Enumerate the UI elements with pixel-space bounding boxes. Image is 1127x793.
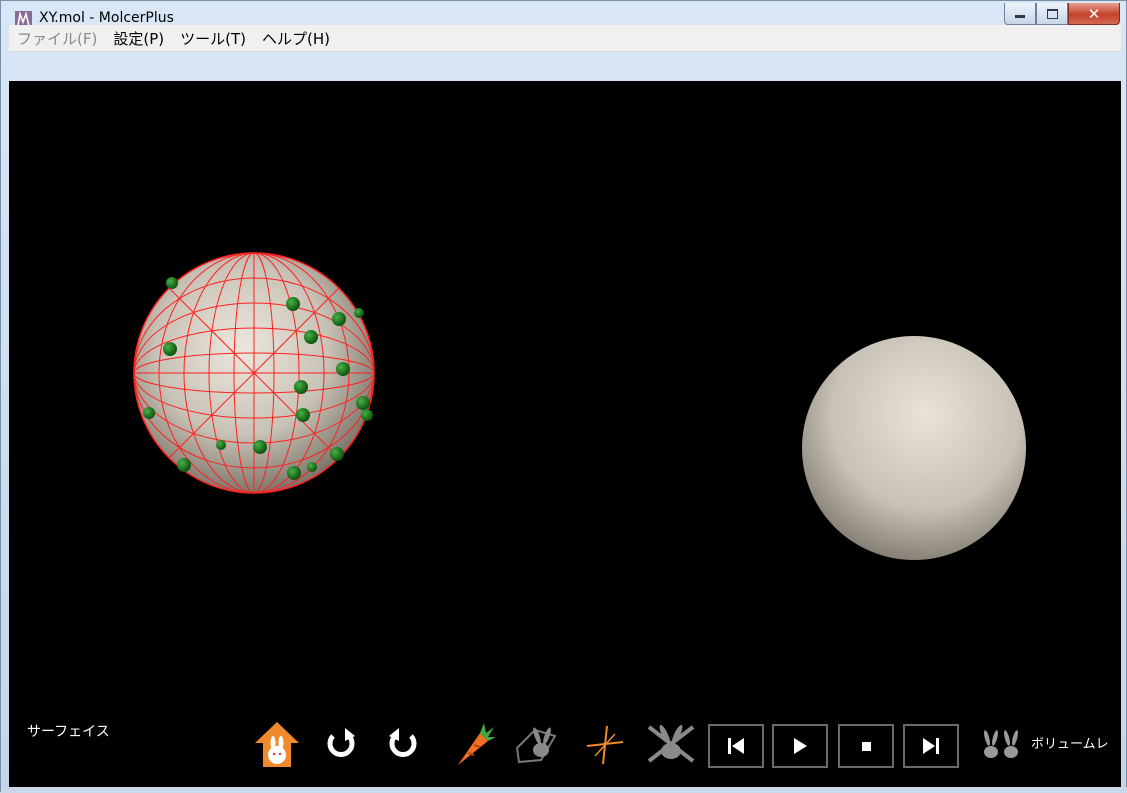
volume-label[interactable]: ボリュームレ: [1031, 737, 1109, 752]
rabbit-camera-button[interactable]: [509, 719, 565, 769]
rotate-counterclockwise-icon: [389, 728, 417, 757]
menu-help[interactable]: ヘルプ(H): [261, 29, 330, 48]
play-button[interactable]: [772, 724, 828, 768]
skip-forward-icon: [923, 738, 939, 754]
axis-button[interactable]: [581, 719, 629, 769]
plain-sphere[interactable]: [802, 336, 1026, 560]
rabbit-off-button[interactable]: [643, 719, 699, 769]
rotate-clockwise-button[interactable]: [319, 719, 363, 769]
maximize-button[interactable]: [1036, 3, 1068, 25]
app-icon: [15, 11, 32, 28]
carrot-icon: [458, 723, 496, 765]
home-icon: [255, 722, 299, 767]
rabbit-off-icon: [647, 724, 695, 763]
menu-settings[interactable]: 設定(P): [113, 29, 165, 48]
window-title: XY.mol - MolcerPlus: [39, 10, 174, 26]
stop-icon: [862, 742, 871, 751]
menu-bar: ファイル(F) 設定(P) ツール(T) ヘルプ(H): [9, 25, 1121, 52]
carrot-button[interactable]: [449, 719, 499, 769]
title-bar[interactable]: XY.mol - MolcerPlus ✕: [1, 1, 1127, 37]
play-icon: [794, 738, 807, 754]
scene-canvas[interactable]: [9, 81, 1121, 787]
rotate-counterclockwise-button[interactable]: [381, 719, 425, 769]
atom-markers: [143, 277, 373, 480]
rabbits-button[interactable]: [976, 719, 1026, 769]
molecule-viewport[interactable]: サーフェイス: [9, 81, 1121, 787]
skip-back-button[interactable]: [708, 724, 764, 768]
maximize-icon: [1046, 8, 1058, 19]
window-controls: ✕: [1004, 3, 1120, 27]
rabbits-icon: [984, 730, 1018, 758]
menu-tools[interactable]: ツール(T): [180, 29, 246, 48]
axis-cross-icon: [586, 725, 624, 765]
menu-file[interactable]: ファイル(F): [17, 29, 98, 48]
minimize-button[interactable]: [1004, 3, 1036, 25]
rabbit-camera-icon: [515, 727, 557, 764]
window-bottom-edge: [1, 787, 1127, 793]
mesh-sphere[interactable]: [133, 252, 375, 494]
surface-mode-label: サーフェイス: [27, 724, 110, 740]
close-icon: ✕: [1087, 4, 1101, 23]
mesh-grid: [134, 253, 374, 493]
minimize-icon: [1015, 15, 1025, 18]
skip-back-icon: [728, 738, 744, 754]
home-button[interactable]: [249, 719, 305, 769]
close-button[interactable]: ✕: [1068, 3, 1120, 25]
skip-forward-button[interactable]: [903, 724, 959, 768]
rotate-clockwise-icon: [327, 728, 355, 757]
stop-button[interactable]: [838, 724, 894, 768]
